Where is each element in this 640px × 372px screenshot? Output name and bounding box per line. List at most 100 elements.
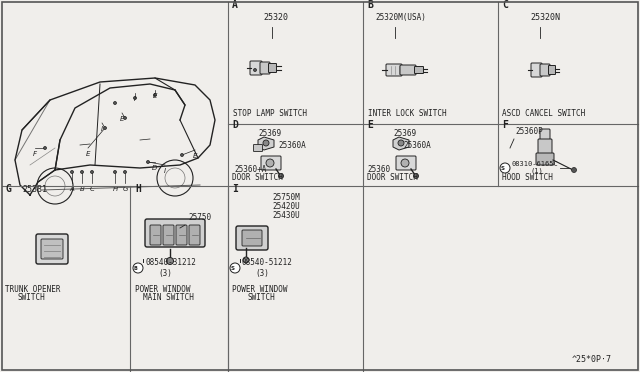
FancyBboxPatch shape xyxy=(242,230,262,246)
FancyBboxPatch shape xyxy=(536,153,554,165)
Text: DOOR SWITCH: DOOR SWITCH xyxy=(367,173,418,182)
Circle shape xyxy=(104,126,106,129)
Circle shape xyxy=(70,170,74,173)
Circle shape xyxy=(266,159,274,167)
Text: C: C xyxy=(90,186,95,192)
Circle shape xyxy=(230,263,240,273)
Text: E: E xyxy=(86,151,90,157)
Circle shape xyxy=(133,263,143,273)
Text: 25360+A: 25360+A xyxy=(234,165,266,174)
Text: 25320M(USA): 25320M(USA) xyxy=(375,13,426,22)
FancyBboxPatch shape xyxy=(253,144,262,151)
Text: 25369: 25369 xyxy=(393,129,416,138)
Text: E: E xyxy=(120,116,124,122)
FancyBboxPatch shape xyxy=(260,62,270,74)
Text: 25320: 25320 xyxy=(263,13,288,22)
Text: 25420U: 25420U xyxy=(272,202,300,211)
Text: I: I xyxy=(134,96,136,102)
FancyBboxPatch shape xyxy=(269,64,276,73)
Circle shape xyxy=(401,159,409,167)
Text: 25381: 25381 xyxy=(22,185,47,194)
Circle shape xyxy=(413,173,419,179)
Text: TRUNK OPENER: TRUNK OPENER xyxy=(5,285,61,294)
Circle shape xyxy=(572,167,577,173)
Text: (3): (3) xyxy=(158,269,172,278)
Text: 25750: 25750 xyxy=(188,213,211,222)
FancyBboxPatch shape xyxy=(531,63,542,77)
Text: ASCD CANCEL SWITCH: ASCD CANCEL SWITCH xyxy=(502,109,585,118)
FancyBboxPatch shape xyxy=(163,225,174,245)
Text: (3): (3) xyxy=(255,269,269,278)
Text: E: E xyxy=(367,120,373,130)
Text: D: D xyxy=(232,120,238,130)
Text: 08540-51212: 08540-51212 xyxy=(242,258,293,267)
Text: H: H xyxy=(135,184,141,194)
Circle shape xyxy=(166,257,173,264)
FancyBboxPatch shape xyxy=(415,67,424,74)
Text: 25750M: 25750M xyxy=(272,193,300,202)
FancyBboxPatch shape xyxy=(176,225,187,245)
FancyBboxPatch shape xyxy=(189,225,200,245)
FancyBboxPatch shape xyxy=(41,239,63,259)
Circle shape xyxy=(253,68,257,71)
Text: MAIN SWITCH: MAIN SWITCH xyxy=(143,293,194,302)
Circle shape xyxy=(90,170,93,173)
Text: POWER WINDOW: POWER WINDOW xyxy=(135,285,191,294)
Circle shape xyxy=(113,170,116,173)
Polygon shape xyxy=(258,137,274,150)
Text: S: S xyxy=(500,166,504,170)
FancyBboxPatch shape xyxy=(145,219,205,247)
Text: DOOR SWITCH: DOOR SWITCH xyxy=(232,173,283,182)
Text: H: H xyxy=(113,186,118,192)
Text: HOOD SWITCH: HOOD SWITCH xyxy=(502,173,553,182)
Text: 08310-6165C: 08310-6165C xyxy=(512,161,559,167)
Text: 25360A: 25360A xyxy=(278,141,306,150)
Text: 25360P: 25360P xyxy=(515,127,543,136)
Text: INTER LOCK SWITCH: INTER LOCK SWITCH xyxy=(368,109,447,118)
FancyBboxPatch shape xyxy=(36,234,68,264)
Circle shape xyxy=(147,160,150,164)
Text: B: B xyxy=(134,266,138,270)
Text: I: I xyxy=(101,126,103,132)
Text: F: F xyxy=(502,120,508,130)
Text: A: A xyxy=(70,186,74,192)
Polygon shape xyxy=(393,137,409,150)
Circle shape xyxy=(243,257,249,263)
Text: 25369: 25369 xyxy=(258,129,281,138)
Text: 08540-31212: 08540-31212 xyxy=(145,258,196,267)
Text: (1): (1) xyxy=(530,168,543,174)
Text: ^25*0P·7: ^25*0P·7 xyxy=(572,355,612,364)
Circle shape xyxy=(263,140,269,146)
FancyBboxPatch shape xyxy=(396,156,416,170)
FancyBboxPatch shape xyxy=(261,156,281,170)
Text: D: D xyxy=(152,165,157,171)
Text: F: F xyxy=(33,151,37,157)
Text: G: G xyxy=(122,186,128,192)
Text: POWER WINDOW: POWER WINDOW xyxy=(232,285,287,294)
Text: C: C xyxy=(502,0,508,10)
Text: SWITCH: SWITCH xyxy=(248,293,276,302)
Text: B: B xyxy=(367,0,373,10)
Text: 25360A: 25360A xyxy=(403,141,431,150)
Circle shape xyxy=(180,154,184,157)
Text: 25360: 25360 xyxy=(367,165,390,174)
Circle shape xyxy=(44,147,47,150)
Circle shape xyxy=(154,93,157,96)
Text: I: I xyxy=(232,184,238,194)
Text: A: A xyxy=(232,0,238,10)
Text: 25430U: 25430U xyxy=(272,211,300,220)
Circle shape xyxy=(113,102,116,105)
Text: E: E xyxy=(153,93,157,99)
Circle shape xyxy=(81,170,83,173)
Text: E: E xyxy=(193,153,197,159)
Circle shape xyxy=(134,96,136,99)
Circle shape xyxy=(278,173,284,179)
FancyBboxPatch shape xyxy=(386,64,402,76)
Circle shape xyxy=(500,163,510,173)
FancyBboxPatch shape xyxy=(400,65,416,75)
FancyBboxPatch shape xyxy=(250,61,262,75)
FancyBboxPatch shape xyxy=(540,64,550,76)
FancyBboxPatch shape xyxy=(236,226,268,250)
Circle shape xyxy=(398,140,404,146)
Text: STOP LAMP SWITCH: STOP LAMP SWITCH xyxy=(233,109,307,118)
